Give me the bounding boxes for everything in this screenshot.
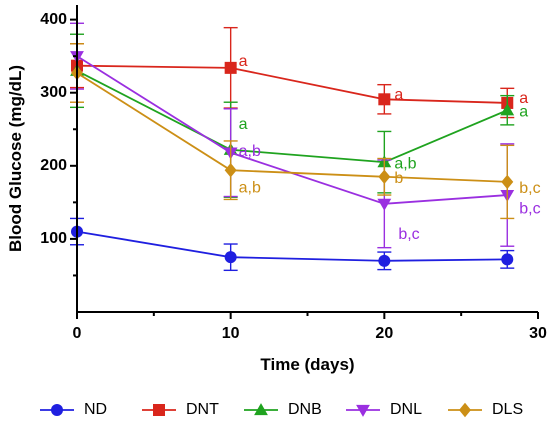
y-tick-label: 200 — [40, 157, 67, 174]
data-point — [501, 174, 514, 190]
legend-marker — [459, 402, 471, 418]
significance-label: a — [239, 53, 248, 70]
data-point — [500, 103, 515, 116]
data-point — [378, 169, 391, 184]
significance-label: a,b — [394, 155, 416, 172]
significance-label: a,b — [239, 143, 261, 160]
legend-item-nd: ND — [40, 401, 107, 418]
legend-item-dnt: DNT — [142, 401, 219, 418]
series-line — [76, 72, 508, 183]
significance-label: a — [394, 87, 403, 104]
y-axis-title: Blood Glucose (mg/dL) — [6, 65, 25, 252]
legend-label: DLS — [492, 401, 523, 418]
legend-item-dnb: DNB — [244, 401, 322, 418]
x-tick-label: 0 — [73, 325, 82, 342]
x-tick-label: 30 — [529, 325, 547, 342]
series-line — [76, 230, 508, 262]
series-line — [76, 64, 508, 104]
significance-label: a,b — [239, 179, 261, 196]
data-point — [501, 253, 514, 266]
data-point — [378, 254, 391, 267]
series-dnt — [70, 26, 515, 119]
legend-item-dls: DLS — [448, 401, 523, 418]
data-point — [377, 198, 392, 211]
legend-label: DNB — [288, 401, 322, 418]
x-axis-title: Time (days) — [260, 355, 354, 374]
series-line — [76, 55, 508, 205]
series-nd — [70, 217, 515, 272]
significance-label: b,c — [519, 180, 540, 197]
x-tick-label: 20 — [375, 325, 393, 342]
legend-label: ND — [84, 401, 107, 418]
significance-label: a — [519, 90, 528, 107]
y-tick-label: 300 — [40, 84, 67, 101]
data-point — [224, 61, 237, 74]
series-line — [76, 69, 508, 164]
legend-label: DNT — [186, 401, 219, 418]
legend-item-dnl: DNL — [346, 401, 422, 418]
data-point — [224, 162, 237, 178]
significance-label: b,c — [398, 226, 419, 243]
y-tick-label: 400 — [40, 11, 67, 28]
legend-marker — [356, 404, 370, 417]
data-point — [378, 93, 391, 106]
significance-label: a — [519, 103, 528, 120]
y-tick-label: 100 — [40, 230, 67, 247]
series-dls — [70, 43, 515, 220]
significance-label: b,c — [519, 200, 540, 217]
significance-label: b — [394, 170, 403, 187]
legend-marker — [51, 404, 63, 416]
legend-marker — [153, 404, 165, 416]
data-point — [224, 251, 237, 264]
significance-label: a — [239, 116, 248, 133]
x-tick-label: 10 — [222, 325, 240, 342]
legend-marker — [254, 403, 268, 416]
legend-label: DNL — [390, 401, 422, 418]
